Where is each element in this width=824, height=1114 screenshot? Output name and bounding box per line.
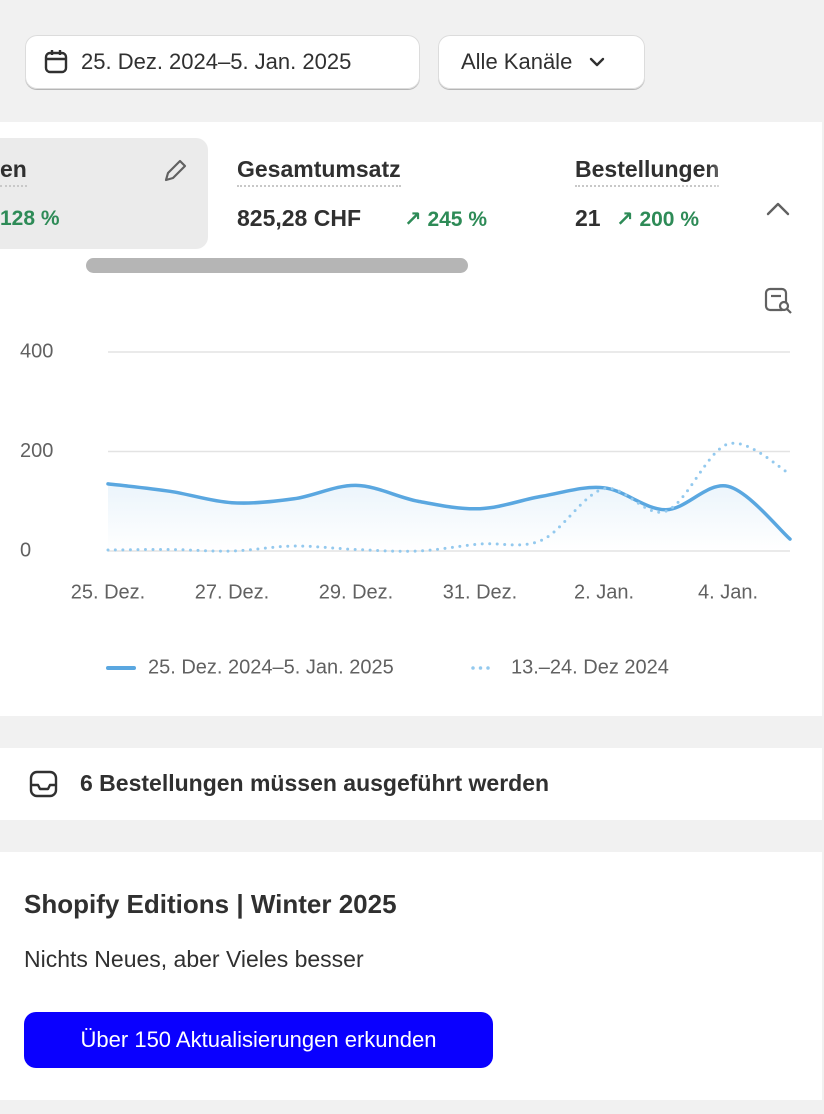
metric-tab-active[interactable] — [0, 138, 208, 249]
channels: Alle Kanäle — [461, 49, 573, 74]
metric-change-text: 200 % — [639, 208, 699, 231]
legend-label: 13.–24. Dez 2024 — [511, 656, 669, 678]
x-tick-label: 4. Jan. — [698, 581, 758, 603]
x-tick-label: 27. Dez. — [195, 581, 269, 603]
metric-change-text: 245 % — [427, 208, 487, 231]
y-tick-label: 200 — [20, 440, 53, 462]
chart: 25. Dez. 2024–5. Jan. 2025 13.–24. Dez 2… — [20, 340, 792, 678]
metric-value: 825,28 CHF — [237, 205, 362, 231]
channel-button[interactable]: Alle Kanäle — [438, 35, 645, 89]
orders-card[interactable]: 6 Bestellungen müssen ausgeführt werden — [0, 748, 822, 820]
x-tick-label: 2. Jan. — [574, 581, 634, 603]
metric-label: Bestellungen — [575, 156, 720, 187]
series-line — [106, 482, 792, 541]
collapse-area — [738, 138, 822, 278]
inbox-icon — [29, 770, 58, 798]
calendar-icon — [44, 50, 68, 74]
chevron-down — [590, 57, 605, 67]
metric-change: ↗ 245 % — [404, 207, 487, 232]
scrollbar[interactable] — [86, 258, 468, 273]
promo-subtitle: Nichts Neues, aber Vieles besser — [24, 946, 364, 972]
metric-label: Gesamtumsatz — [237, 156, 401, 187]
date-range: 25. Dez. 2024–5. Jan. 2025 — [81, 49, 352, 74]
legend-label: 25. Dez. 2024–5. Jan. 2025 — [148, 656, 394, 678]
promo-button[interactable]: Über 150 Aktualisierungen erkunden — [24, 1012, 493, 1068]
edit-icon[interactable] — [160, 156, 190, 186]
y-tick-label: 400 — [20, 340, 53, 362]
date-button[interactable]: 25. Dez. 2024–5. Jan. 2025 — [25, 35, 420, 89]
metric-change: ↗ 200 % — [616, 207, 699, 232]
area — [108, 483, 790, 551]
chart-insight-icon[interactable] — [764, 286, 794, 316]
chevron-up[interactable] — [738, 138, 822, 278]
promo-title: Shopify Editions | Winter 2025 — [24, 889, 397, 919]
x-tick-label: 29. Dez. — [319, 581, 393, 603]
orders-text: 6 Bestellungen müssen ausgeführt werden — [80, 770, 550, 796]
y-tick-label: 0 — [20, 539, 31, 561]
x-tick-label: 25. Dez. — [71, 581, 145, 603]
series-line — [106, 441, 792, 553]
metric-label: en — [0, 156, 27, 187]
metric-change: 128 % — [0, 207, 60, 230]
arrow: ↗ — [404, 208, 422, 231]
metric-value: 21 — [575, 205, 601, 231]
arrow: ↗ — [616, 208, 634, 231]
promo-card: Shopify Editions | Winter 2025 Nichts Ne… — [0, 852, 822, 1100]
x-tick-label: 31. Dez. — [443, 581, 517, 603]
